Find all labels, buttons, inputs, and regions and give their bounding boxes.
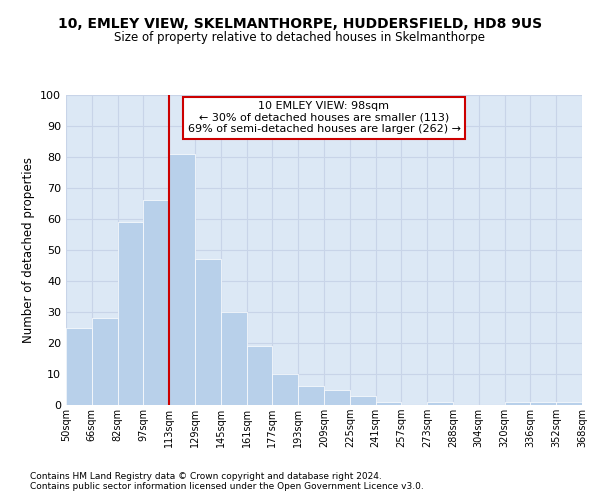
Bar bbox=[195, 260, 221, 405]
Bar bbox=[298, 386, 324, 405]
Bar bbox=[143, 200, 169, 405]
Bar bbox=[118, 222, 143, 405]
Text: Contains public sector information licensed under the Open Government Licence v3: Contains public sector information licen… bbox=[30, 482, 424, 491]
Bar bbox=[92, 318, 118, 405]
Bar bbox=[427, 402, 453, 405]
Text: 10, EMLEY VIEW, SKELMANTHORPE, HUDDERSFIELD, HD8 9US: 10, EMLEY VIEW, SKELMANTHORPE, HUDDERSFI… bbox=[58, 18, 542, 32]
Bar bbox=[324, 390, 350, 405]
Bar bbox=[505, 402, 530, 405]
Bar bbox=[376, 402, 401, 405]
Bar bbox=[272, 374, 298, 405]
Bar bbox=[66, 328, 92, 405]
Bar bbox=[169, 154, 195, 405]
Bar bbox=[530, 402, 556, 405]
Bar bbox=[556, 402, 582, 405]
Text: 10 EMLEY VIEW: 98sqm
← 30% of detached houses are smaller (113)
69% of semi-deta: 10 EMLEY VIEW: 98sqm ← 30% of detached h… bbox=[187, 101, 461, 134]
Bar bbox=[350, 396, 376, 405]
Bar bbox=[221, 312, 247, 405]
Bar bbox=[247, 346, 272, 405]
Y-axis label: Number of detached properties: Number of detached properties bbox=[22, 157, 35, 343]
Text: Contains HM Land Registry data © Crown copyright and database right 2024.: Contains HM Land Registry data © Crown c… bbox=[30, 472, 382, 481]
Text: Size of property relative to detached houses in Skelmanthorpe: Size of property relative to detached ho… bbox=[115, 31, 485, 44]
